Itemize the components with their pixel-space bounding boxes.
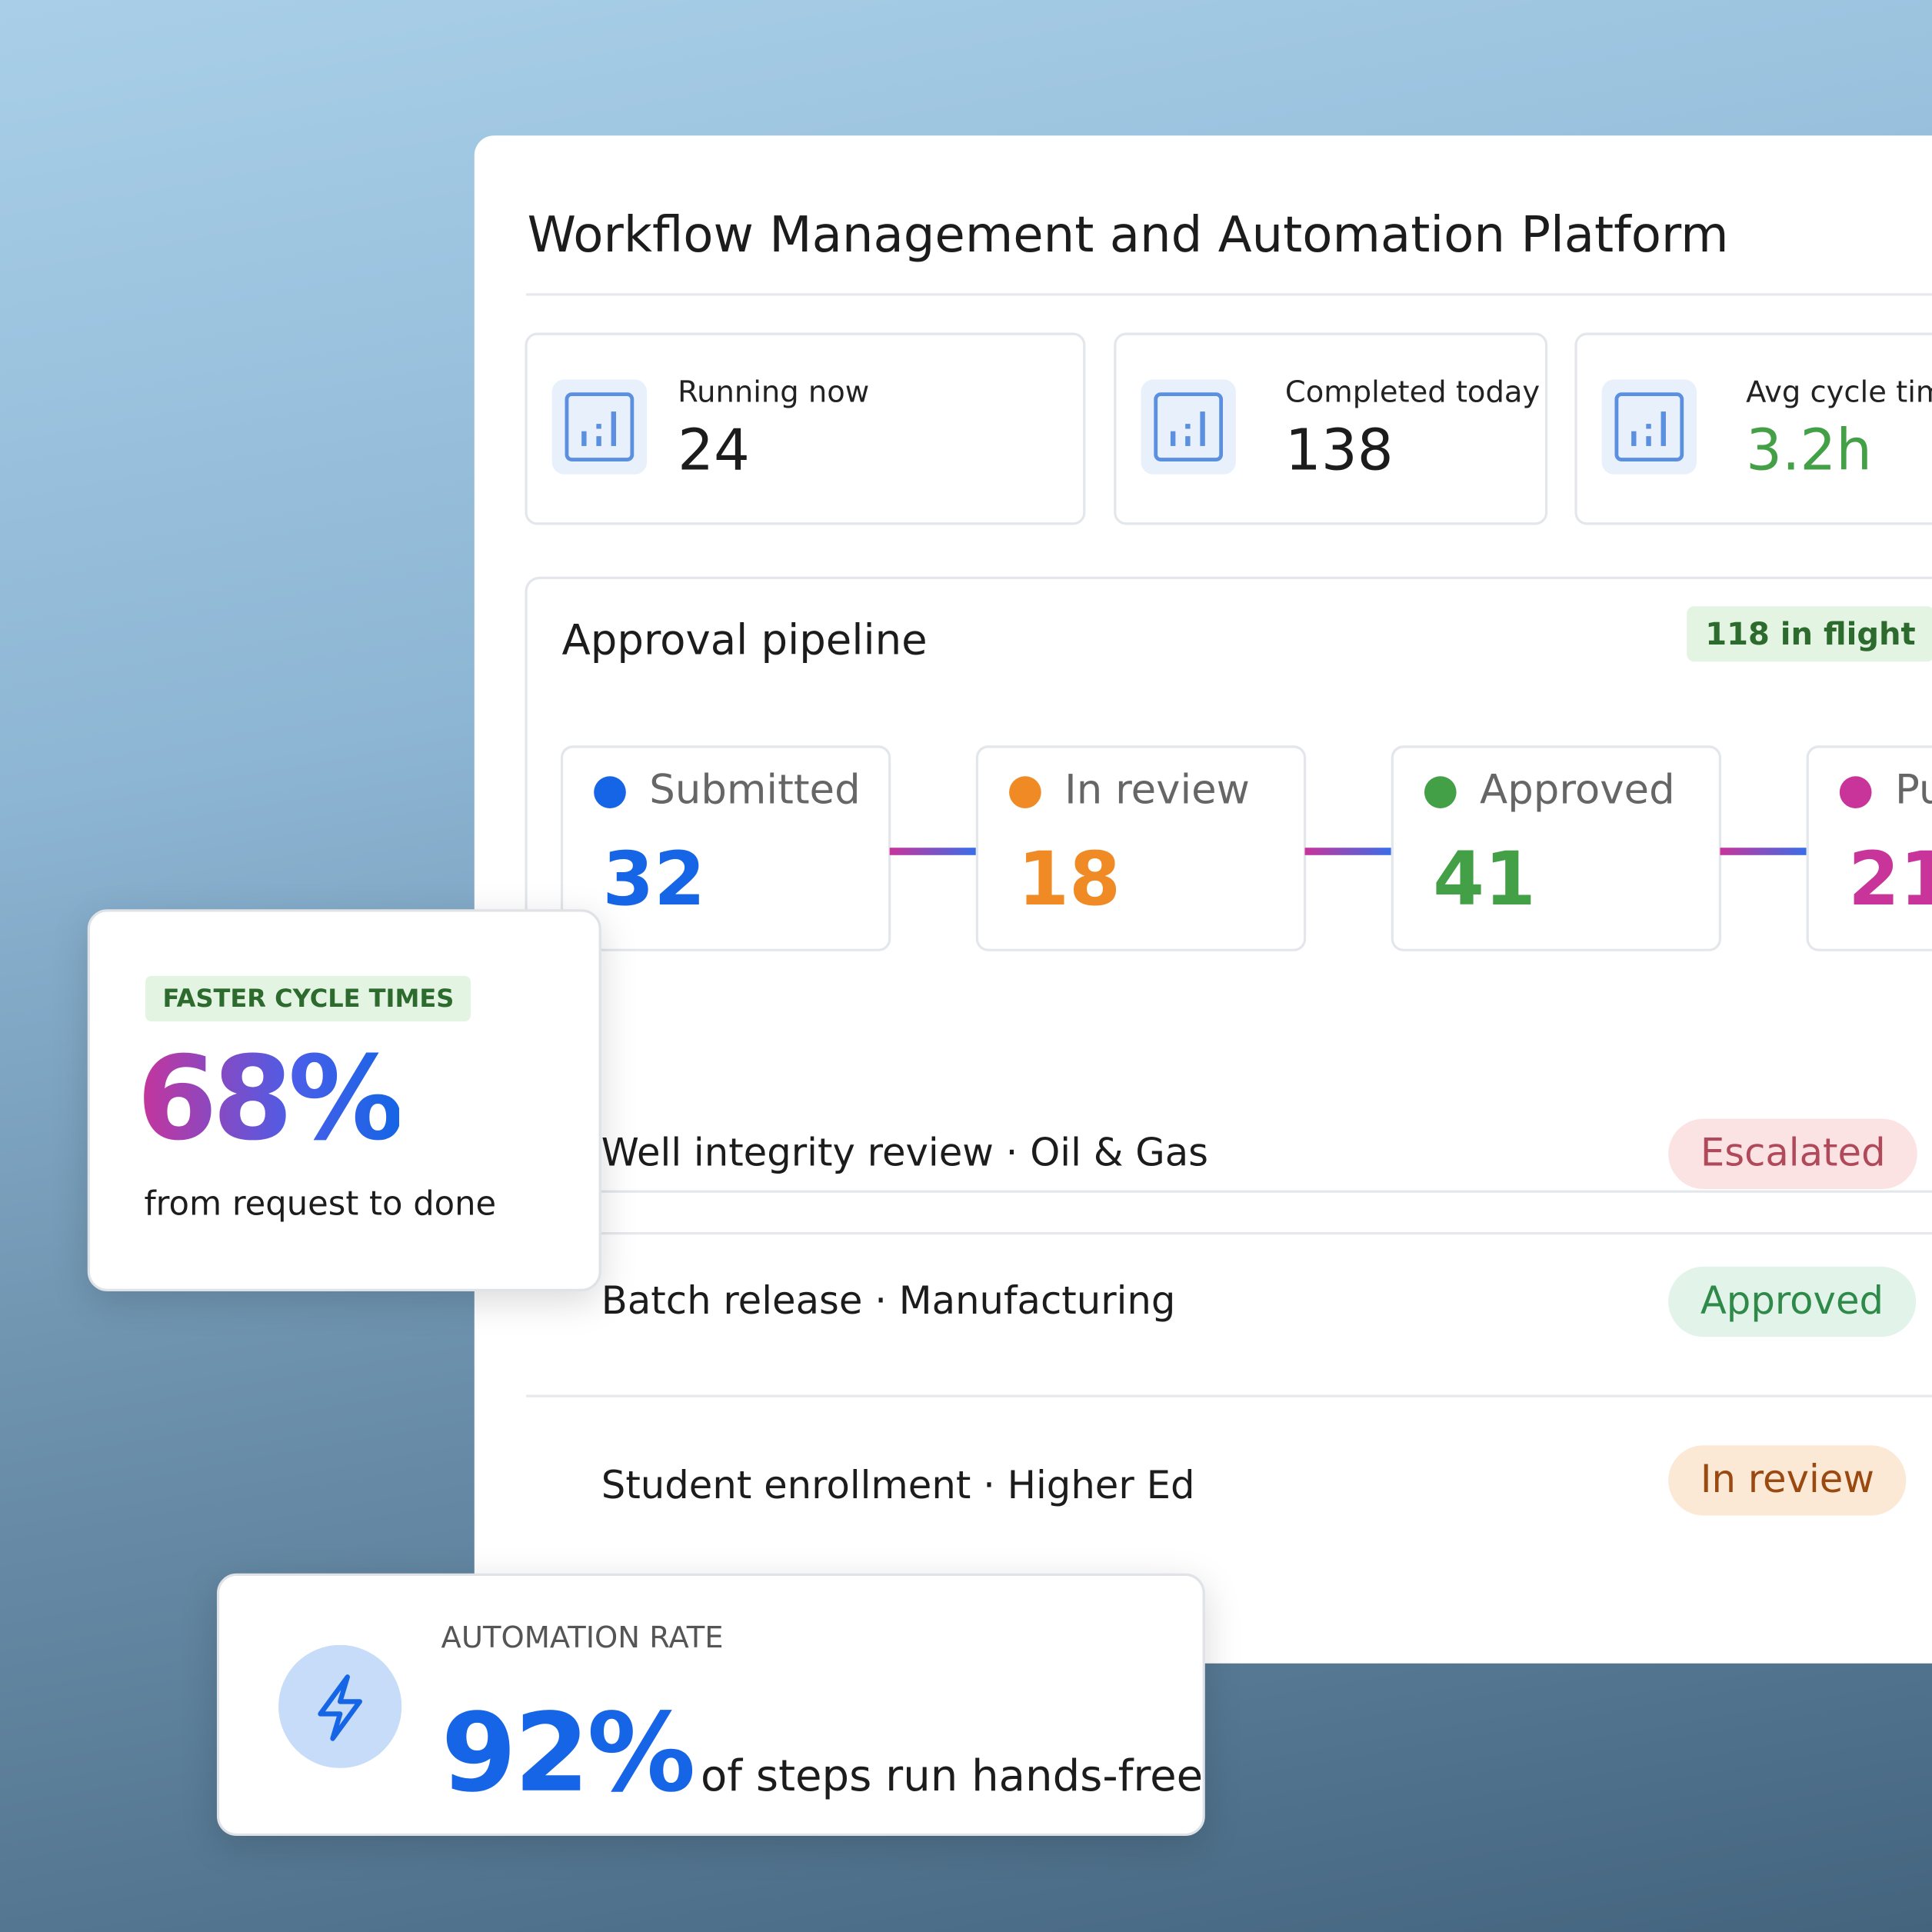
stage-value: 18 xyxy=(1018,836,1121,923)
row-title: Student enrollment · Higher Ed xyxy=(601,1464,1195,1508)
row-title: Batch release · Manufacturing xyxy=(601,1278,1176,1324)
row-divider xyxy=(526,1232,1932,1235)
automation-label: AUTOMATION RATE xyxy=(441,1620,724,1655)
title: Workflow Management and Automation Platf… xyxy=(527,207,1729,264)
stat-value: 24 xyxy=(678,416,750,483)
stat-icon xyxy=(1601,379,1697,475)
bolt-icon xyxy=(278,1644,402,1768)
automation-caption: of steps run hands-free xyxy=(700,1752,1204,1802)
stage-label: Pu xyxy=(1894,764,1932,814)
pipeline-card: Approval pipeline 118 in flight Submitte… xyxy=(525,576,1932,1193)
stage-value: 21 xyxy=(1848,836,1932,923)
stage-label: Approved xyxy=(1480,764,1675,814)
stat-card: Running now 24 xyxy=(525,332,1086,525)
row-title: Well integrity review · Oil & Gas xyxy=(601,1131,1209,1176)
row-divider xyxy=(526,1394,1932,1397)
status-pill: Escalated xyxy=(1668,1118,1918,1189)
automation-line: 92% of steps run hands-free xyxy=(441,1689,1204,1816)
status-pill: In review xyxy=(1668,1445,1907,1516)
stage-label: In review xyxy=(1064,764,1250,814)
stage-dot xyxy=(1424,776,1457,808)
dashboard-panel: Workflow Management and Automation Platf… xyxy=(474,135,1932,1664)
stat-label: Running now xyxy=(678,375,870,409)
in-flight-badge: 118 in flight xyxy=(1687,606,1932,662)
stat-card: Completed today 138 xyxy=(1114,332,1548,525)
stage-card: Approved 41 xyxy=(1391,745,1722,951)
stage-dot xyxy=(594,776,626,808)
connector xyxy=(889,848,976,855)
status-pill: Approved xyxy=(1668,1266,1916,1337)
cycle-callout: FASTER CYCLE TIMES 68% from request to d… xyxy=(87,909,601,1291)
automation-value: 92% xyxy=(441,1689,696,1817)
stage-dot xyxy=(1009,776,1041,808)
stage-value: 32 xyxy=(602,836,706,923)
stat-card: Avg cycle time 3.2h xyxy=(1574,332,1932,525)
cycle-caption: from request to done xyxy=(144,1185,497,1224)
pipeline-title: Approval pipeline xyxy=(561,616,928,666)
stat-value: 138 xyxy=(1284,416,1394,483)
stage-label: Submitted xyxy=(649,764,861,814)
connector xyxy=(1304,848,1391,855)
automation-callout: AUTOMATION RATE 92% of steps run hands-fr… xyxy=(216,1573,1205,1837)
stage-card: Submitted 32 xyxy=(560,745,891,951)
stat-icon xyxy=(1141,379,1236,475)
stage-dot xyxy=(1839,776,1872,808)
cycle-badge: FASTER CYCLE TIMES xyxy=(145,975,471,1022)
divider xyxy=(526,293,1932,296)
stat-icon xyxy=(551,379,648,475)
stage-value: 41 xyxy=(1433,836,1536,923)
cycle-value: 68% xyxy=(136,1032,405,1168)
stage-card: In review 18 xyxy=(975,745,1307,951)
stat-value: 3.2h xyxy=(1746,416,1872,483)
stage-card: Pu 21 xyxy=(1806,745,1932,951)
connector xyxy=(1720,848,1807,855)
stat-label: Completed today xyxy=(1284,375,1541,409)
stat-label: Avg cycle time xyxy=(1746,375,1932,409)
